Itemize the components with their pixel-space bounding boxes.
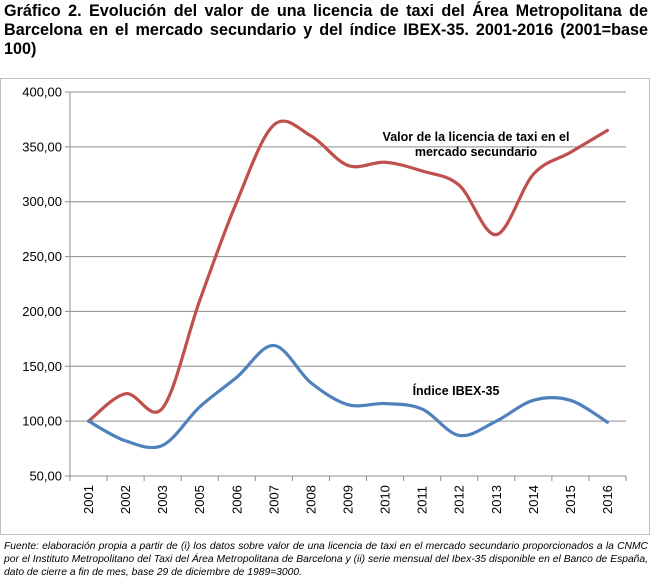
x-tick-label: 2011 xyxy=(415,486,430,514)
y-tick-label: 400,00 xyxy=(22,85,62,100)
y-tick-label: 200,00 xyxy=(22,304,62,319)
x-tick-label: 2014 xyxy=(526,485,541,514)
y-tick-label: 350,00 xyxy=(22,139,62,154)
chart-footnote: Fuente: elaboración propia a partir de (… xyxy=(4,541,648,578)
series-label: Valor de la licencia de taxi en el xyxy=(383,130,570,144)
y-tick-label: 250,00 xyxy=(22,249,62,264)
series-label: Índice IBEX-35 xyxy=(413,383,500,398)
x-tick-label: 2006 xyxy=(229,485,244,514)
y-tick-label: 100,00 xyxy=(22,414,62,429)
chart-area xyxy=(0,78,650,535)
x-tick-label: 2013 xyxy=(489,485,504,514)
x-tick-label: 2015 xyxy=(563,485,578,514)
x-tick-label: 2012 xyxy=(452,485,467,514)
x-tick-label: 2005 xyxy=(192,485,207,514)
y-tick-label: 150,00 xyxy=(22,359,62,374)
y-tick-label: 50,00 xyxy=(29,469,62,484)
x-tick-label: 2010 xyxy=(378,485,393,514)
x-tick-label: 2008 xyxy=(303,485,318,514)
x-tick-label: 2001 xyxy=(81,485,96,514)
series-label: mercado secundario xyxy=(415,145,538,159)
chart-title: Gráfico 2. Evolución del valor de una li… xyxy=(4,2,648,58)
y-tick-label: 300,00 xyxy=(22,194,62,209)
x-tick-label: 2016 xyxy=(600,485,615,514)
series-line-ibex xyxy=(86,343,610,450)
x-tick-label: 2003 xyxy=(155,485,170,514)
series-line-taxi xyxy=(86,119,610,423)
x-tick-label: 2009 xyxy=(341,485,356,514)
x-tick-label: 2007 xyxy=(266,485,281,514)
x-tick-label: 2002 xyxy=(118,485,133,514)
